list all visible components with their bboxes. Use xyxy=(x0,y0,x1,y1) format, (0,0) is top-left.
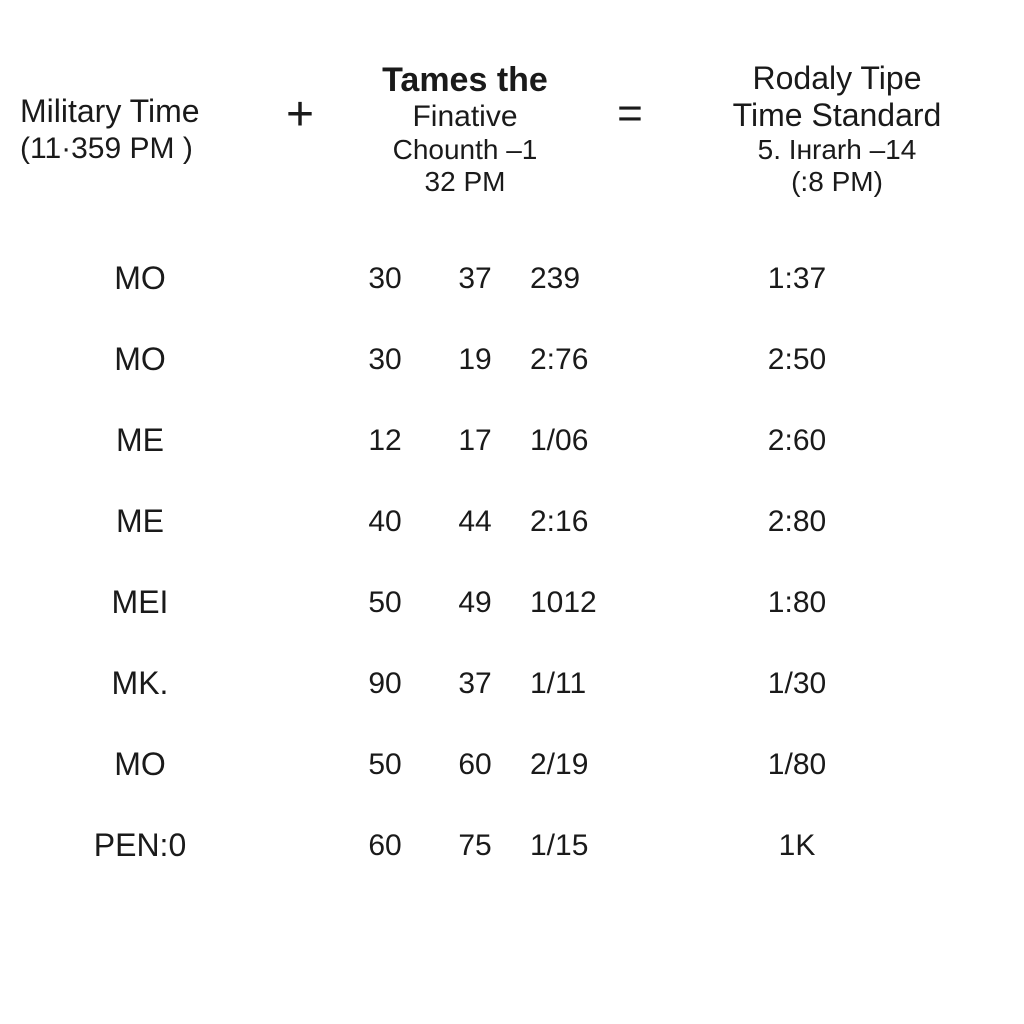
row-v3: 2/19 xyxy=(520,748,630,782)
row-result: 2:80 xyxy=(630,505,1024,539)
row-label: PEN:0 xyxy=(0,827,220,864)
plus-operator: + xyxy=(270,87,330,142)
header-col1-line1: Military Time xyxy=(20,93,270,130)
row-v3: 2:76 xyxy=(520,343,630,377)
header-col2-line1: Tames the xyxy=(330,61,600,100)
table-row: MO 30 19 2:76 2:50 xyxy=(0,319,1024,400)
header-tames-finative: Tames the Finative Chounth –1 32 PM xyxy=(330,61,600,198)
row-result: 2:50 xyxy=(630,343,1024,377)
row-v1: 90 xyxy=(340,667,430,701)
header-col2-line3: Chounth –1 xyxy=(330,134,600,166)
row-label: MK. xyxy=(0,665,220,702)
row-v3: 2:16 xyxy=(520,505,630,539)
row-v2: 37 xyxy=(430,262,520,296)
row-v2: 49 xyxy=(430,586,520,620)
table-row: ME 12 17 1/06 2:60 xyxy=(0,400,1024,481)
data-rows: MO 30 37 239 1:37 MO 30 19 2:76 2:50 ME … xyxy=(0,238,1024,886)
row-label: MO xyxy=(0,260,220,297)
header-col2-line2: Finative xyxy=(330,100,600,134)
header-col2-line4: 32 PM xyxy=(330,166,600,198)
table-row: MO 30 37 239 1:37 xyxy=(0,238,1024,319)
header-rodaly-tipe: Rodaly Tipe Time Standard 5. Iʜrarh –14 … xyxy=(660,60,1014,198)
row-v1: 30 xyxy=(340,343,430,377)
row-v1: 50 xyxy=(340,586,430,620)
row-v3: 1/06 xyxy=(520,424,630,458)
row-label: MO xyxy=(0,341,220,378)
table-row: MK. 90 37 1/11 1/30 xyxy=(0,643,1024,724)
row-label: ME xyxy=(0,503,220,540)
row-v2: 19 xyxy=(430,343,520,377)
header-col3-line4: (:8 PM) xyxy=(660,166,1014,198)
row-v1: 12 xyxy=(340,424,430,458)
row-v2: 75 xyxy=(430,829,520,863)
row-label: ME xyxy=(0,422,220,459)
row-v3: 239 xyxy=(520,262,630,296)
row-result: 2:60 xyxy=(630,424,1024,458)
row-v2: 37 xyxy=(430,667,520,701)
table-row: PEN:0 60 75 1/15 1K xyxy=(0,805,1024,886)
row-v3: 1012 xyxy=(520,586,630,620)
time-conversion-table: Military Time (11·359 PM ) + Tames the F… xyxy=(0,0,1024,1024)
row-result: 1:37 xyxy=(630,262,1024,296)
table-row: MEI 50 49 1012 1:80 xyxy=(0,562,1024,643)
header-col3-line3: 5. Iʜrarh –14 xyxy=(660,134,1014,166)
row-v1: 50 xyxy=(340,748,430,782)
table-row: MO 50 60 2/19 1/80 xyxy=(0,724,1024,805)
row-v3: 1/15 xyxy=(520,829,630,863)
header-military-time: Military Time (11·359 PM ) xyxy=(10,93,270,166)
header-row: Military Time (11·359 PM ) + Tames the F… xyxy=(0,60,1024,238)
row-v2: 44 xyxy=(430,505,520,539)
row-v2: 60 xyxy=(430,748,520,782)
header-col3-line1: Rodaly Tipe xyxy=(660,60,1014,97)
row-result: 1:80 xyxy=(630,586,1024,620)
header-col1-line2: (11·359 PM ) xyxy=(20,132,270,166)
row-result: 1K xyxy=(630,829,1024,863)
row-result: 1/80 xyxy=(630,748,1024,782)
row-v3: 1/11 xyxy=(520,667,630,701)
row-label: MEI xyxy=(0,584,220,621)
equals-operator: = xyxy=(600,89,660,139)
table-row: ME 40 44 2:16 2:80 xyxy=(0,481,1024,562)
row-v1: 60 xyxy=(340,829,430,863)
row-label: MO xyxy=(0,746,220,783)
row-v1: 30 xyxy=(340,262,430,296)
header-col3-line2: Time Standard xyxy=(660,97,1014,134)
row-v1: 40 xyxy=(340,505,430,539)
row-v2: 17 xyxy=(430,424,520,458)
row-result: 1/30 xyxy=(630,667,1024,701)
